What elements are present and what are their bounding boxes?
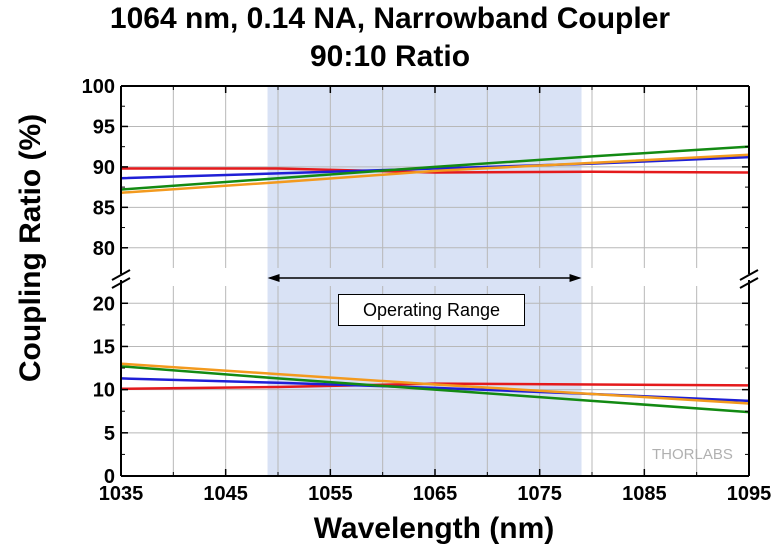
thorlabs-logo: THORLABS bbox=[652, 446, 733, 463]
series-line-upper bbox=[120, 145, 750, 191]
y-tick-label: 95 bbox=[93, 116, 115, 138]
series-line-lower bbox=[120, 365, 750, 414]
logo-bold: THOR bbox=[652, 446, 695, 463]
y-tick-label: 100 bbox=[82, 76, 115, 98]
arrow-head-right bbox=[569, 274, 582, 282]
series-line-upper bbox=[121, 167, 750, 174]
x-tick-label: 1045 bbox=[203, 483, 248, 505]
axis-break-mark bbox=[739, 277, 759, 289]
chart-title-line1: 1064 nm, 0.14 NA, Narrowband Coupler bbox=[109, 2, 671, 35]
y-axis-label: Coupling Ratio (%) bbox=[14, 113, 47, 383]
y-tick-label: 0 bbox=[104, 466, 115, 488]
y-tick-label: 10 bbox=[93, 380, 115, 402]
axis-break-mark bbox=[111, 269, 131, 281]
y-tick-label: 15 bbox=[93, 336, 115, 358]
y-tick-label: 5 bbox=[104, 423, 115, 445]
y-tick-label: 80 bbox=[93, 238, 115, 260]
y-tick-label: 85 bbox=[93, 197, 115, 219]
x-tick-label: 1055 bbox=[308, 483, 353, 505]
x-tick-label: 1035 bbox=[99, 483, 144, 505]
arrow-head-left bbox=[267, 274, 280, 282]
x-axis-label: Wavelength (nm) bbox=[313, 512, 555, 545]
chart-title-line2: 90:10 Ratio bbox=[309, 40, 471, 73]
x-tick-label: 1075 bbox=[517, 483, 562, 505]
x-tick-label: 1095 bbox=[727, 483, 772, 505]
y-tick-label: 90 bbox=[93, 157, 115, 179]
x-tick-label: 1065 bbox=[413, 483, 458, 505]
operating-range-band bbox=[267, 86, 582, 476]
x-tick-label: 1085 bbox=[622, 483, 667, 505]
series-line-upper bbox=[120, 155, 750, 180]
operating-range-label: Operating Range bbox=[338, 294, 525, 326]
axis-break-mark bbox=[111, 277, 131, 289]
y-tick-label: 20 bbox=[93, 293, 115, 315]
logo-light: LABS bbox=[694, 446, 733, 463]
series-line-upper bbox=[120, 153, 750, 195]
axis-break-mark bbox=[739, 269, 759, 281]
series-line-lower bbox=[120, 362, 750, 405]
